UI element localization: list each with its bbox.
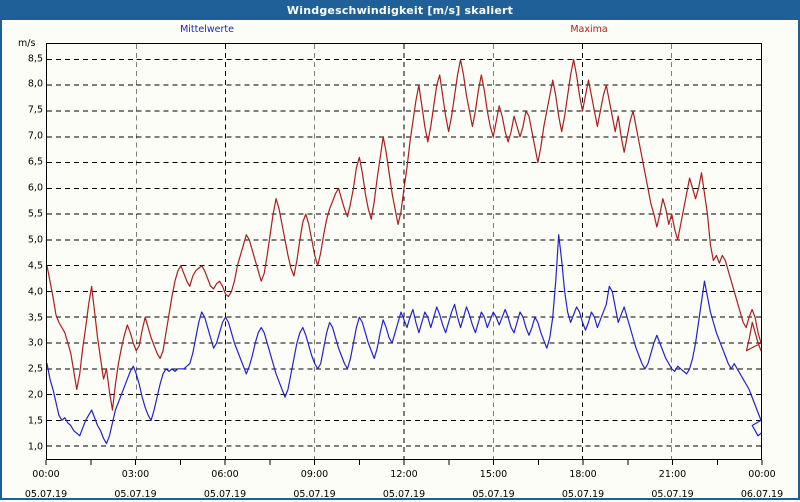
y-axis-unit-label: m/s (18, 38, 36, 49)
x-axis-tick-labels: 00:00 05.07.19 03:00 05.07.19 06:00 05.07.19 0… (2, 462, 798, 500)
chart-legend: Mittelwerte Maxima (2, 21, 798, 39)
page-title: Windgeschwindigkeit [m/s] skaliert (286, 4, 514, 17)
y-tick-label: 3,0 (27, 337, 43, 349)
plot-area (46, 43, 762, 460)
y-tick-label: 2,5 (27, 363, 43, 375)
y-tick-label: 1,5 (27, 415, 43, 427)
y-tick-label: 5,5 (27, 208, 43, 220)
x-tick-date: 05.07.19 (472, 489, 515, 500)
x-tick-group: 12:00 05.07.19 (383, 462, 425, 502)
x-tick-group: 00:00 05.07.19 (25, 462, 67, 502)
y-tick-label: 6,0 (27, 182, 43, 194)
y-tick-label: 7,5 (27, 104, 43, 116)
x-tick-date: 05.07.19 (651, 489, 694, 500)
y-tick-label: 6,5 (27, 156, 43, 168)
x-axis-minor-ticks (45, 460, 763, 465)
y-tick-label: 1,0 (27, 441, 43, 453)
y-tick-label: 8,0 (27, 78, 43, 90)
x-tick-time: 15:00 (479, 469, 508, 480)
legend-item-mittelwerte: Mittelwerte (180, 24, 234, 35)
y-tick-label: 7,0 (27, 130, 43, 142)
x-tick-time: 21:00 (658, 469, 687, 480)
y-tick-label: 3,5 (27, 312, 43, 324)
y-tick-label: 4,0 (27, 286, 43, 298)
grid-lines (47, 44, 761, 459)
data-series-layer (47, 58, 761, 445)
x-tick-group: 15:00 05.07.19 (472, 462, 514, 502)
y-tick-label: 5,0 (27, 234, 43, 246)
series-line-maxima (47, 58, 761, 411)
x-tick-date: 05.07.19 (203, 489, 247, 500)
y-axis-tick-labels: 1,0 1,5 2,0 2,5 3,0 3,5 4,0 4,5 5,0 5,5 6,0 6,5 7,0 7… (2, 43, 43, 460)
y-tick-label: 4,5 (27, 260, 43, 272)
x-tick-time: 12:00 (390, 469, 418, 480)
x-tick-time: 00:00 (748, 469, 776, 480)
x-tick-time: 09:00 (300, 469, 329, 480)
x-tick-group: 09:00 05.07.19 (293, 462, 335, 502)
x-tick-group: 18:00 05.07.19 (562, 462, 604, 502)
legend-item-maxima: Maxima (570, 24, 608, 35)
x-tick-date: 06.07.19 (740, 489, 784, 500)
y-tick-label: 8,5 (27, 53, 43, 65)
x-tick-time: 18:00 (569, 469, 597, 480)
series-line-mittelwerte (47, 234, 761, 445)
x-tick-date: 05.07.19 (114, 489, 157, 500)
x-tick-group: 06:00 05.07.19 (204, 462, 246, 502)
x-tick-time: 06:00 (211, 469, 239, 480)
x-tick-date: 05.07.19 (382, 489, 426, 500)
x-tick-date: 05.07.19 (293, 489, 336, 500)
x-tick-time: 00:00 (32, 469, 60, 480)
x-tick-group: 03:00 05.07.19 (114, 462, 156, 502)
x-tick-date: 05.07.19 (561, 489, 605, 500)
x-tick-group: 00:00 06.07.19 (741, 462, 783, 502)
y-tick-label: 2,0 (27, 389, 43, 401)
x-tick-group: 21:00 05.07.19 (651, 462, 693, 502)
x-tick-date: 05.07.19 (24, 489, 68, 500)
x-tick-time: 03:00 (121, 469, 150, 480)
window-title-bar: Windgeschwindigkeit [m/s] skaliert (2, 2, 798, 20)
